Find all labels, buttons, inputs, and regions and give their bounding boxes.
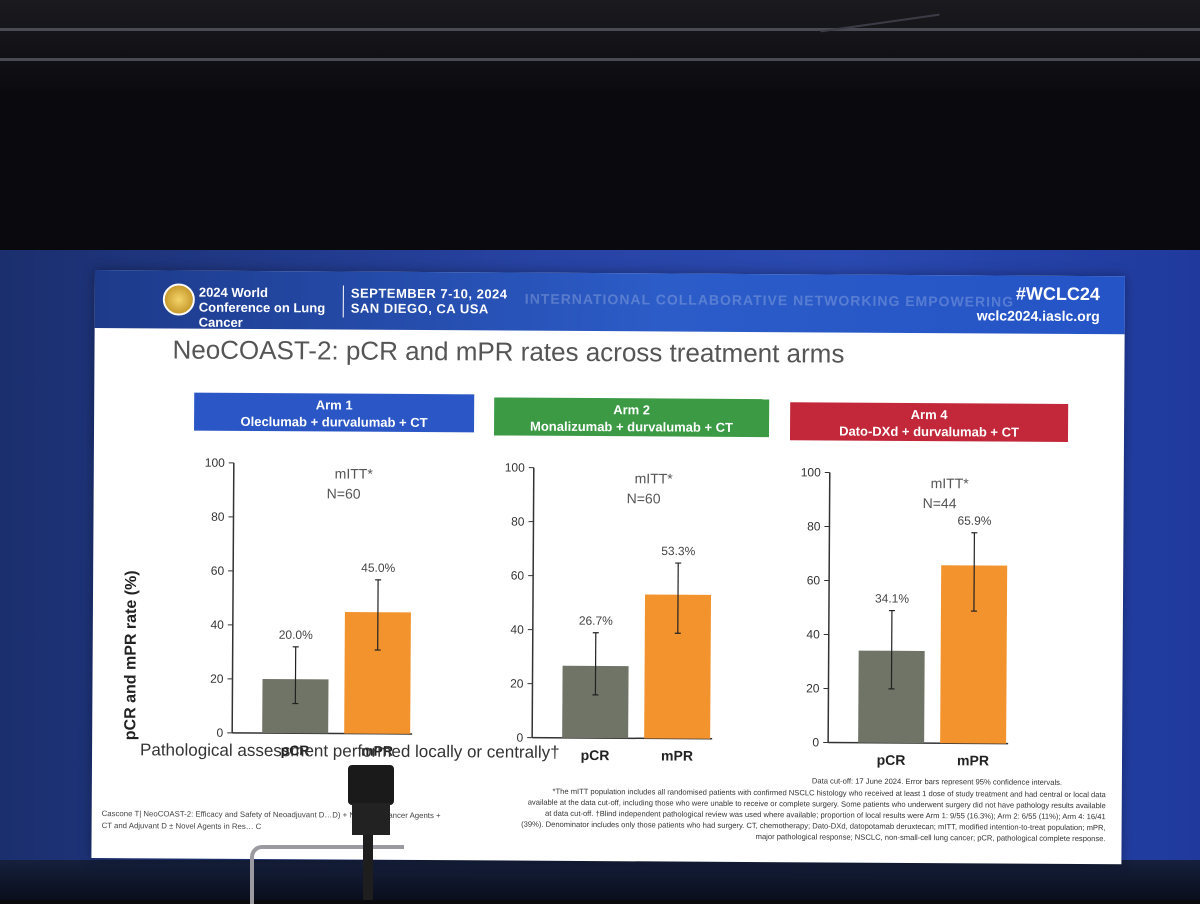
banner-divider [343,286,344,318]
camera-mount [352,803,390,835]
population-label: mITT* [931,475,970,491]
y-tick-label: 40 [510,623,524,637]
x-category-label: pCR [877,752,906,768]
lighting-truss-bottom [0,58,1200,61]
arm-regimen: Dato-DXd + durvalumab + CT [790,422,1068,441]
y-tick-label: 80 [807,519,821,533]
y-tick-label: 40 [806,627,820,641]
population-label: mITT* [335,465,374,481]
citation: Cascone T| NeoCOAST-2: Efficacy and Safe… [102,808,442,834]
y-tick-label: 0 [812,735,819,749]
lighting-truss-top [0,28,1200,31]
arm-header: Arm 4 Dato-DXd + durvalumab + CT [790,402,1068,442]
footnote: *The mITT population includes all random… [521,786,1106,845]
presentation-slide: INTERNATIONAL COLLABORATIVE NETWORKING E… [91,270,1125,864]
n-label: N=60 [327,485,361,501]
arm-regimen: Monalizumab + durvalumab + CT [494,417,769,436]
stage-railing [250,845,404,904]
ceiling [0,0,1200,90]
x-category-label: mPR [957,752,989,768]
data-label: 45.0% [361,561,395,575]
y-axis-line [232,463,234,733]
conference-hashtag: #WCLC24 [1016,284,1100,306]
conference-name: 2024 World Conference on Lung Cancer [199,285,339,331]
y-tick-label: 60 [211,564,225,578]
y-axis-line [532,468,534,738]
data-cutoff-note: Data cut-off: 17 June 2024. Error bars r… [812,776,1062,787]
y-tick-label: 80 [211,510,225,524]
y-tick-label: 0 [216,726,223,740]
conference-website: wclc2024.iaslc.org [977,307,1100,324]
population-label: mITT* [635,470,674,486]
iaslc-logo-icon [163,283,195,315]
y-tick-label: 60 [511,569,525,583]
y-tick-label: 40 [210,618,224,632]
y-tick-label: 100 [505,461,525,475]
y-tick-label: 20 [210,672,224,686]
arm-header: Arm 2 Monalizumab + durvalumab + CT [494,397,769,437]
arm-title: Arm 2 [494,400,769,419]
data-label: 65.9% [957,514,991,528]
y-tick-label: 20 [806,681,820,695]
y-tick-label: 100 [205,456,225,470]
slide-title: NeoCOAST-2: pCR and mPR rates across tre… [172,334,844,369]
y-axis-line [828,472,830,742]
n-label: N=60 [627,490,661,506]
data-label: 53.3% [661,544,695,558]
bar-chart-arm4: 0 20 40 60 80 100 mITT* N=44 34.1% pCR 65.9% mPR [758,442,1060,779]
conference-dates: SEPTEMBER 7-10, 2024 [351,286,508,302]
y-tick-label: 20 [510,677,524,691]
camera-pole [363,835,373,900]
data-label: 34.1% [875,591,909,605]
y-axis-label: pCR and mPR rate (%) [122,570,141,740]
x-category-label: pCR [581,747,610,763]
conference-dates-location: SEPTEMBER 7-10, 2024 SAN DIEGO, CA USA [351,286,508,317]
conference-banner: INTERNATIONAL COLLABORATIVE NETWORKING E… [95,270,1125,334]
conference-location: SAN DIEGO, CA USA [351,301,508,317]
x-category-label: mPR [661,747,693,763]
stage-floor [0,860,1200,900]
y-tick-label: 60 [807,573,821,587]
n-label: N=44 [923,495,957,511]
arm-header: Arm 1 Oleclumab + durvalumab + CT [194,393,474,433]
y-tick-label: 80 [511,515,525,529]
banner-background-words: INTERNATIONAL COLLABORATIVE NETWORKING E… [525,291,1014,310]
camera-icon [348,765,394,805]
assessment-note: Pathological assessment performed locall… [140,740,560,763]
arm-title: Arm 4 [790,405,1068,424]
data-label: 26.7% [579,614,613,628]
arm-title: Arm 1 [194,396,474,415]
y-tick-label: 100 [801,465,821,479]
arm-regimen: Oleclumab + durvalumab + CT [194,413,474,432]
data-label: 20.0% [279,628,313,642]
